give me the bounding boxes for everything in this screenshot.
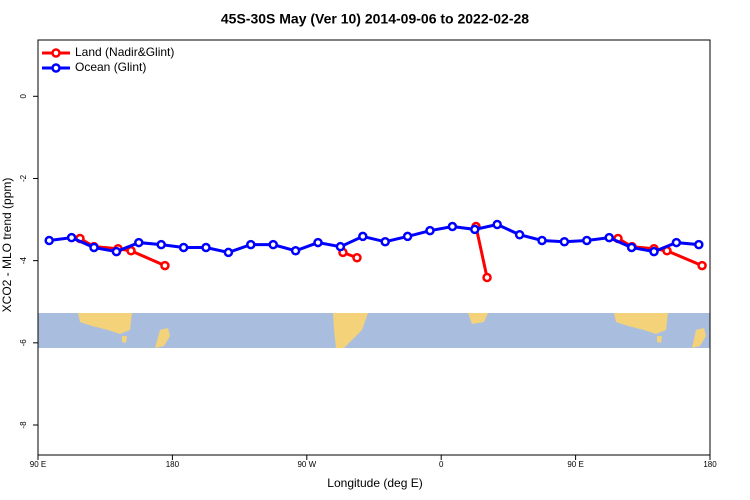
legend-marker [51,48,61,58]
data-point [380,236,390,247]
data-point [358,231,368,242]
x-axis-label: Longitude (deg E) [327,476,422,490]
data-point [626,242,637,253]
data-point [335,241,346,252]
data-point [559,236,570,247]
x-tick-label: 180 [703,460,717,469]
x-tick-label: 90 E [30,460,46,469]
x-tick-label: 0 [439,460,444,469]
series-line [49,222,699,254]
data-point [290,246,301,256]
data-point [402,231,413,242]
x-tick-label: 90 E [567,460,583,469]
y-tick-label: -2 [19,174,28,182]
data-point [268,239,278,250]
data-point [582,235,592,246]
data-point [66,232,77,243]
y-tick-label: -8 [19,421,28,429]
y-tick-label: -6 [19,339,28,347]
y-axis-label: XCO2 - MLO trend (ppm) [0,178,14,313]
y-tick-label: -4 [19,257,28,265]
data-point [134,237,144,248]
data-point [537,235,547,246]
data-point [201,242,211,253]
data-point [126,246,136,256]
y-tick-label: 0 [19,94,28,99]
data-point [697,260,707,271]
data-point [352,253,362,263]
data-point [514,230,525,240]
data-point [492,219,502,230]
data-point [447,221,458,232]
map-background [38,313,710,348]
data-point [671,237,682,248]
data-point [89,242,99,253]
data-point [223,247,234,258]
data-point [470,224,480,235]
data-point [649,246,659,257]
series-line [474,226,489,278]
data-point [604,232,614,243]
chart-title: 45S-30S May (Ver 10) 2014-09-06 to 2022-… [221,11,529,27]
data-point [156,239,166,250]
data-point [178,242,189,253]
x-tick-label: 90 W [297,460,316,469]
data-point [425,225,435,236]
plot-frame [37,39,711,456]
data-point [160,260,170,271]
data-point [694,239,704,250]
legend-marker [51,63,61,73]
legend-label: Land (Nadir&Glint) [75,45,174,59]
data-point [482,272,492,283]
data-point [111,246,122,257]
legend-label: Ocean (Glint) [75,60,146,74]
data-point [313,237,323,248]
data-point [44,235,54,246]
data-point [246,239,256,250]
x-tick-label: 180 [166,460,180,469]
